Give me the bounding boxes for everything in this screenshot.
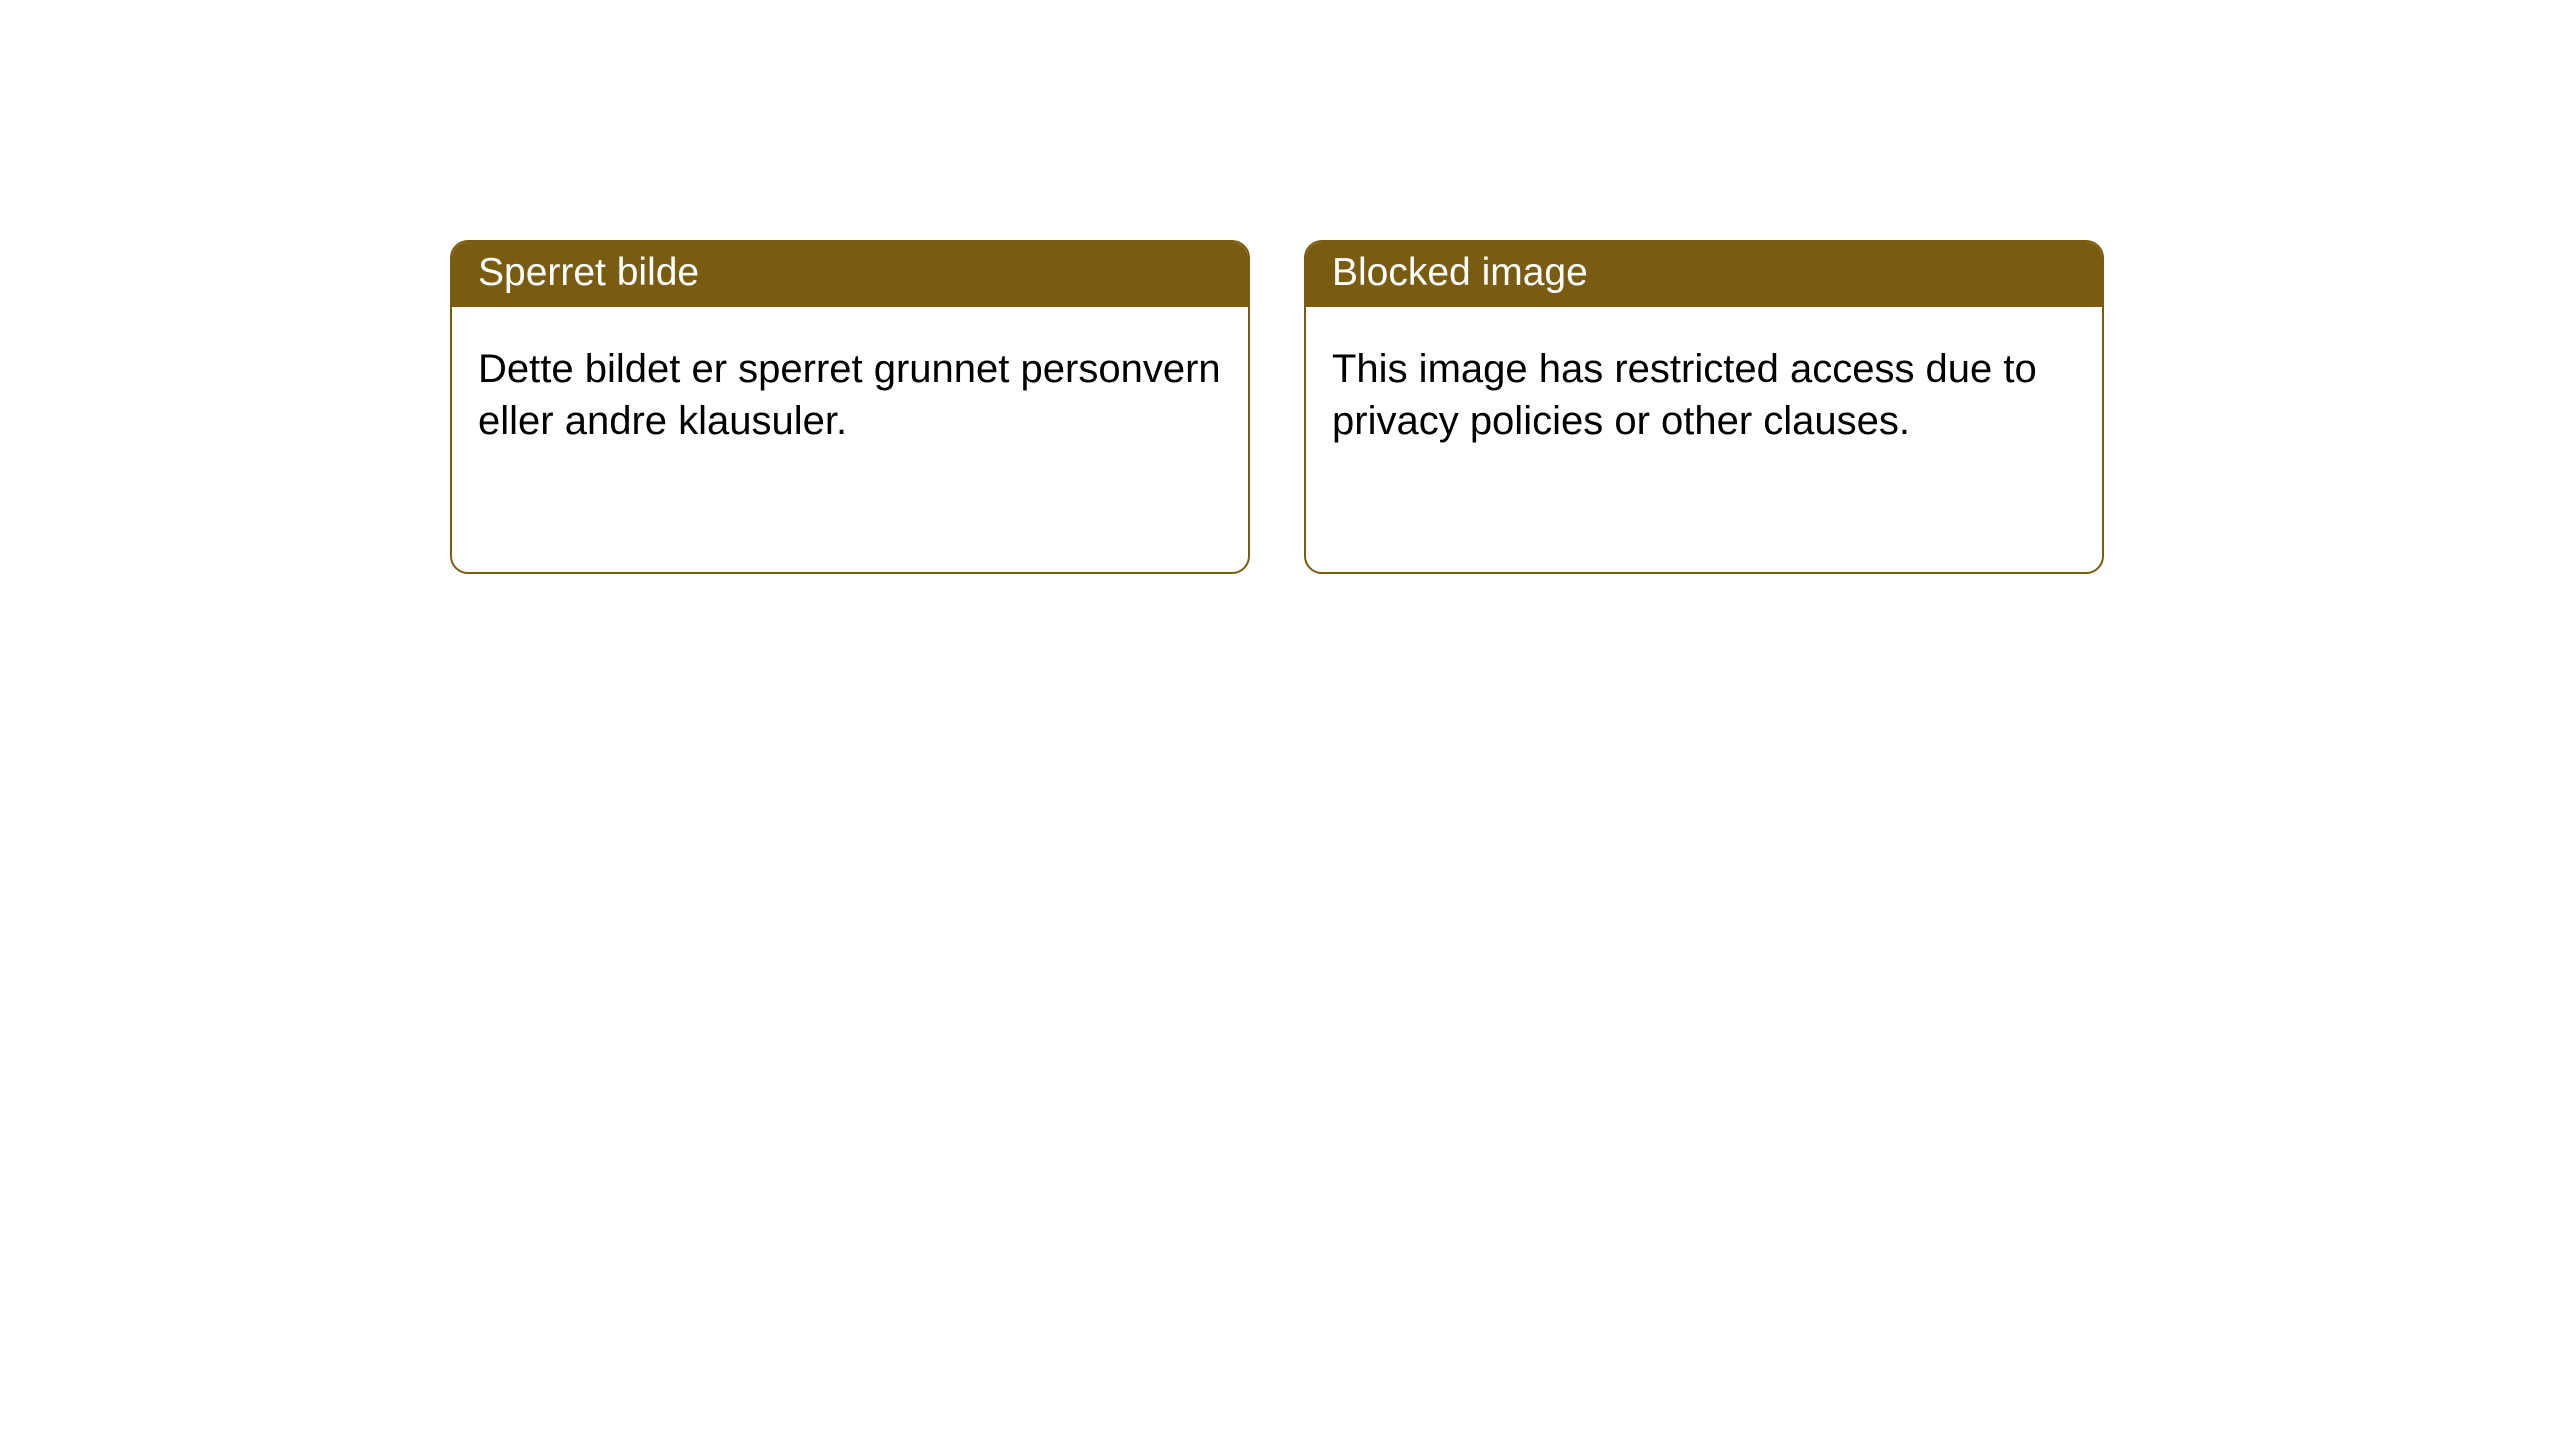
card-body: This image has restricted access due to … bbox=[1306, 307, 2102, 473]
card-body-text: This image has restricted access due to … bbox=[1332, 347, 2037, 443]
card-title: Blocked image bbox=[1332, 251, 1588, 294]
blocked-image-card-en: Blocked image This image has restricted … bbox=[1304, 240, 2104, 574]
notice-cards-container: Sperret bilde Dette bildet er sperret gr… bbox=[0, 0, 2560, 574]
blocked-image-card-no: Sperret bilde Dette bildet er sperret gr… bbox=[450, 240, 1250, 574]
card-body-text: Dette bildet er sperret grunnet personve… bbox=[478, 347, 1221, 443]
card-header: Blocked image bbox=[1306, 242, 2102, 307]
card-body: Dette bildet er sperret grunnet personve… bbox=[452, 307, 1248, 473]
card-header: Sperret bilde bbox=[452, 242, 1248, 307]
card-title: Sperret bilde bbox=[478, 251, 699, 294]
